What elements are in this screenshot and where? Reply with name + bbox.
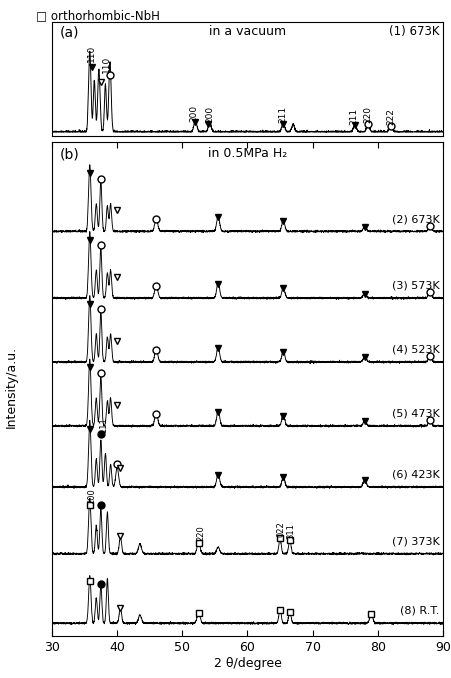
Text: 022: 022 — [276, 521, 285, 537]
Text: 200: 200 — [87, 488, 97, 504]
Text: (3) 573K: (3) 573K — [391, 281, 439, 291]
Text: (4) 523K: (4) 523K — [391, 344, 439, 355]
Text: 220: 220 — [363, 106, 372, 123]
Text: 311: 311 — [286, 523, 295, 539]
Text: (b): (b) — [60, 147, 79, 161]
Text: (6) 423K: (6) 423K — [391, 470, 439, 480]
Text: 211: 211 — [349, 107, 357, 125]
Text: (a): (a) — [60, 25, 79, 39]
Text: (5) 473K: (5) 473K — [391, 409, 439, 418]
Text: 110: 110 — [87, 45, 95, 62]
Text: (1) 673K: (1) 673K — [388, 25, 438, 38]
Text: (7) 373K: (7) 373K — [391, 536, 439, 546]
Text: (8) R.T.: (8) R.T. — [400, 606, 439, 616]
X-axis label: 2 θ/degree: 2 θ/degree — [213, 656, 281, 670]
Text: 220: 220 — [196, 525, 205, 542]
Text: □ orthorhombic-NbH: □ orthorhombic-NbH — [36, 9, 160, 22]
Text: Intensity/a.u.: Intensity/a.u. — [5, 345, 18, 428]
Text: 111: 111 — [99, 417, 108, 433]
Text: 211: 211 — [278, 106, 287, 123]
Text: 200: 200 — [205, 106, 214, 123]
Text: 200: 200 — [189, 104, 198, 121]
Text: in 0.5MPa H₂: in 0.5MPa H₂ — [207, 147, 286, 160]
Text: 110: 110 — [102, 56, 111, 73]
Text: (2) 673K: (2) 673K — [391, 214, 439, 224]
Text: in a vacuum: in a vacuum — [208, 25, 285, 38]
Text: 222: 222 — [386, 108, 395, 125]
